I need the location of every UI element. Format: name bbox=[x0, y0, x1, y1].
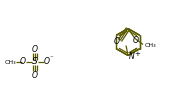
Text: O: O bbox=[44, 58, 50, 67]
Text: CH₃: CH₃ bbox=[144, 43, 156, 48]
Text: S: S bbox=[32, 58, 38, 67]
Text: O: O bbox=[114, 37, 120, 46]
Text: N: N bbox=[129, 52, 135, 61]
Text: O: O bbox=[32, 45, 38, 54]
Text: O: O bbox=[20, 58, 26, 67]
Text: ⁻: ⁻ bbox=[49, 55, 53, 61]
Text: CH₃: CH₃ bbox=[4, 59, 16, 65]
Text: +: + bbox=[134, 51, 140, 56]
Text: O: O bbox=[32, 71, 38, 80]
Text: O: O bbox=[133, 36, 139, 45]
